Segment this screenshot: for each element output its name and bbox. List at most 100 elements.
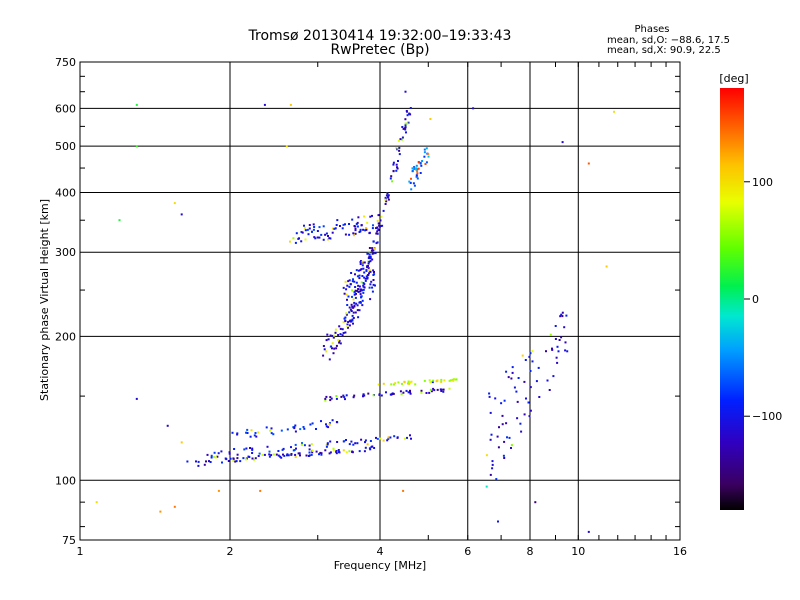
echo-point <box>372 252 375 255</box>
x-axis-label: Frequency [MHz] <box>334 559 426 572</box>
echo-point <box>213 451 216 454</box>
echo-point <box>352 396 355 399</box>
y-tick-label: 200 <box>55 330 76 343</box>
echo-point <box>368 268 371 271</box>
echo-point <box>453 378 455 381</box>
echo-point <box>310 443 313 446</box>
echo-point <box>335 450 338 453</box>
echo-point <box>331 419 334 422</box>
echo-point <box>225 458 228 461</box>
echo-point <box>306 228 309 231</box>
echo-point <box>358 231 361 233</box>
echo-point <box>500 402 503 405</box>
echo-point <box>336 219 339 222</box>
echo-point <box>376 437 379 440</box>
echo-point <box>209 461 212 463</box>
echo-point <box>404 90 407 93</box>
echo-point <box>357 291 360 293</box>
echo-point <box>294 455 297 458</box>
echo-point <box>246 428 249 431</box>
echo-point <box>409 392 412 395</box>
echo-point <box>343 292 346 295</box>
echo-point <box>324 397 327 400</box>
echo-point <box>337 449 340 451</box>
echo-point <box>408 180 411 183</box>
echo-point <box>503 457 506 459</box>
echo-point <box>346 325 349 328</box>
echo-point <box>254 432 257 434</box>
echo-point <box>372 283 375 286</box>
echo-point <box>298 452 301 455</box>
echo-point <box>354 232 357 235</box>
echo-point <box>564 349 567 352</box>
echo-point <box>404 124 407 127</box>
echo-point <box>212 456 215 459</box>
echo-point <box>561 315 564 318</box>
echo-point <box>485 485 488 488</box>
echo-point <box>324 399 327 402</box>
echo-point <box>345 293 348 296</box>
echo-point <box>399 138 402 141</box>
echo-point <box>305 454 308 457</box>
echo-point <box>448 387 451 390</box>
echo-point <box>359 301 362 304</box>
echo-point <box>525 397 527 400</box>
echo-point <box>338 339 341 342</box>
x-tick-label: 6 <box>464 545 471 558</box>
echo-point <box>361 264 364 267</box>
echo-point <box>313 236 316 239</box>
echo-point <box>395 169 398 172</box>
echo-point <box>605 265 608 268</box>
echo-point <box>322 225 325 228</box>
echo-point <box>335 452 338 455</box>
echo-point <box>379 219 382 222</box>
echo-point <box>415 174 418 177</box>
colorbar-tick-label: −100 <box>752 410 782 423</box>
echo-point <box>587 162 590 165</box>
echo-point <box>295 447 297 450</box>
echo-point <box>417 167 420 170</box>
echo-point <box>488 392 491 395</box>
echo-point <box>559 315 562 318</box>
echo-point <box>283 454 286 457</box>
echo-point <box>387 194 390 197</box>
echo-point <box>363 394 366 397</box>
echo-point <box>389 177 392 180</box>
echo-point <box>511 371 514 374</box>
echo-point <box>135 103 138 106</box>
echo-point <box>340 395 343 398</box>
echo-point <box>407 382 409 385</box>
echo-point <box>135 145 138 148</box>
echo-point <box>329 396 332 399</box>
echo-point <box>368 253 371 256</box>
echo-point <box>236 432 239 435</box>
echo-point <box>431 381 434 384</box>
echo-point <box>344 233 347 236</box>
echo-point <box>246 432 249 434</box>
echo-point <box>331 231 334 234</box>
echo-point <box>217 489 220 492</box>
echo-point <box>376 232 379 235</box>
echo-point <box>557 350 560 353</box>
echo-point <box>372 224 374 227</box>
echo-point <box>364 279 367 282</box>
echo-point <box>227 460 230 462</box>
echo-point <box>354 442 357 445</box>
echo-point <box>333 334 336 337</box>
echo-point <box>400 393 403 396</box>
echo-point <box>404 128 407 131</box>
echo-point <box>371 227 374 230</box>
echo-point <box>315 428 317 430</box>
echo-point <box>319 451 322 454</box>
echo-point <box>390 393 393 396</box>
echo-point <box>364 441 366 444</box>
echo-point <box>387 436 390 439</box>
echo-point <box>339 342 342 345</box>
echo-point <box>561 141 564 144</box>
echo-point <box>407 380 410 383</box>
echo-point <box>332 336 335 339</box>
echo-point <box>345 288 348 291</box>
echo-point <box>197 464 200 467</box>
echo-point <box>265 426 268 429</box>
echo-point <box>342 449 345 452</box>
